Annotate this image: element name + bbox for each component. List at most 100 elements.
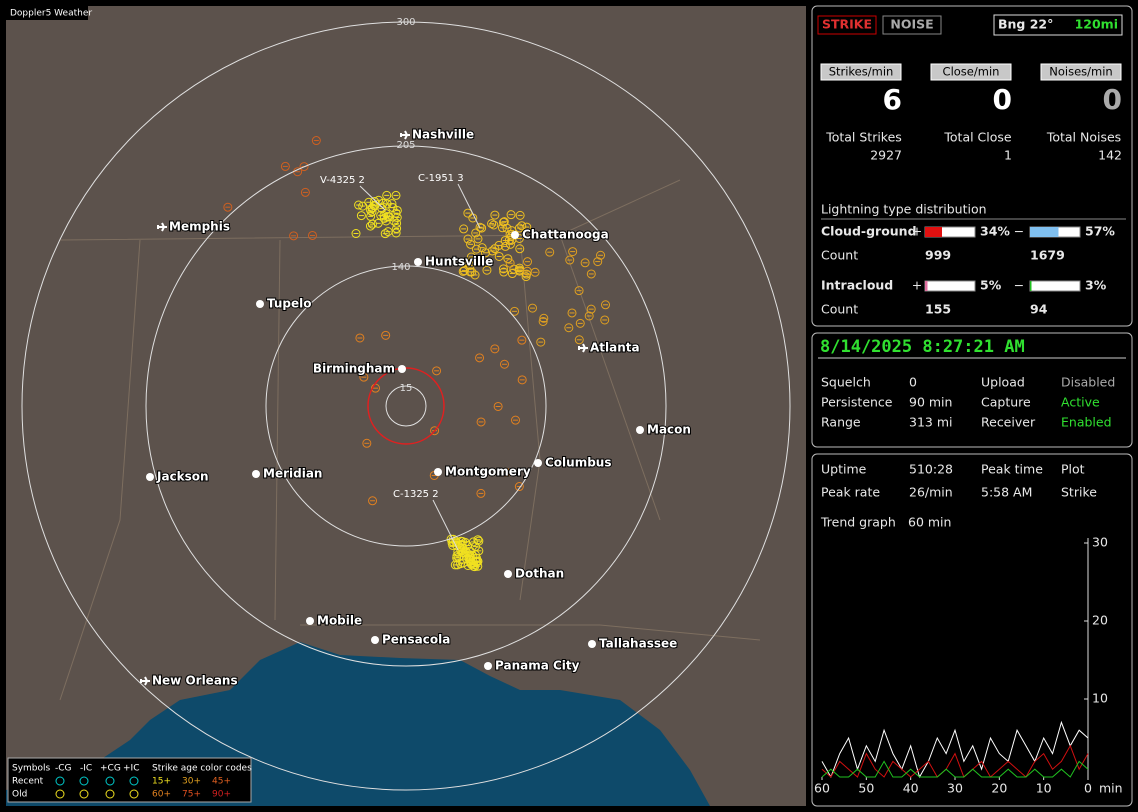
- legend-box: [7, 757, 252, 803]
- app-title: Doppler5 Weather: [10, 9, 92, 19]
- strike-button[interactable]: STRIKE: [822, 17, 872, 32]
- noise-button[interactable]: NOISE: [890, 17, 933, 32]
- city-dot: [504, 570, 512, 578]
- x-tick-label: 60: [814, 781, 830, 796]
- legend-age: 60+: [152, 790, 171, 800]
- legend-symbol: [129, 789, 139, 799]
- info-item: Peak rate: [821, 485, 880, 500]
- airport-icon: [400, 130, 410, 140]
- ring-label: 300: [396, 17, 415, 28]
- strike-symbol: [506, 210, 516, 220]
- airport-icon: [578, 343, 588, 353]
- status-item: 0: [909, 375, 917, 390]
- strike-annotation: C-1325 2: [393, 489, 439, 500]
- strike-symbol: [501, 467, 511, 477]
- count-value: 999: [925, 248, 951, 263]
- total-value: 142: [1098, 148, 1122, 163]
- strike-symbol: [580, 258, 590, 268]
- count-value: 1679: [1030, 248, 1065, 263]
- strike-symbol: [359, 372, 369, 382]
- strike-symbol: [373, 218, 383, 228]
- strike-symbol: [471, 254, 481, 264]
- strike-symbol: [362, 438, 372, 448]
- strike-symbol: [289, 231, 299, 241]
- percent-bar: [925, 281, 928, 291]
- strike-symbol: [477, 243, 487, 253]
- datetime: 8/14/2025 8:27:21 AM: [820, 337, 1025, 357]
- strike-symbol: [490, 210, 500, 220]
- strike-symbol: [536, 337, 546, 347]
- stat-value: 0: [1103, 83, 1122, 116]
- airport-icon: [157, 222, 167, 232]
- percent-label: 34%: [980, 224, 1010, 239]
- percent-label: 5%: [980, 278, 1002, 293]
- strike-symbol: [430, 426, 440, 436]
- ring-label: 205: [396, 140, 415, 151]
- city-label: Tupelo: [267, 297, 312, 311]
- city-dot: [534, 459, 542, 467]
- info-item: 26/min: [909, 485, 953, 500]
- city-label: Mobile: [317, 614, 362, 628]
- city-dot: [511, 231, 519, 239]
- city-label: Panama City: [495, 659, 580, 673]
- status-item: 313 mi: [909, 415, 952, 430]
- city-label: Birmingham: [313, 362, 395, 376]
- status-item: Active: [1061, 395, 1100, 410]
- trend-line: [821, 760, 1089, 778]
- legend-header: Symbols: [12, 764, 51, 774]
- strike-symbol: [459, 224, 469, 234]
- strike-symbol: [480, 248, 490, 258]
- strike-symbol: [456, 559, 466, 569]
- total-label: Total Close: [943, 130, 1012, 145]
- count-label: Count: [821, 248, 858, 263]
- strike-symbol: [457, 539, 467, 549]
- strike-symbol: [575, 318, 585, 328]
- city-label: Memphis: [169, 220, 230, 234]
- app-title-bg: [6, 6, 88, 20]
- strike-symbol: [465, 546, 475, 556]
- city-label: Macon: [647, 423, 691, 437]
- strike-symbol: [463, 208, 473, 218]
- city-label: Chattanooga: [522, 228, 609, 242]
- legend-header: -CG: [55, 764, 72, 774]
- percent-label: 3%: [1085, 278, 1107, 293]
- status-item: Disabled: [1061, 375, 1115, 390]
- x-tick-label: 20: [991, 781, 1007, 796]
- city-label: New Orleans: [152, 674, 238, 688]
- strike-symbol: [383, 227, 393, 237]
- strike-symbol: [366, 205, 376, 215]
- strike-symbol: [586, 269, 596, 279]
- strike-symbol: [356, 211, 366, 221]
- city-dot: [588, 640, 596, 648]
- strike-symbol: [354, 200, 364, 210]
- total-label: Total Noises: [1046, 130, 1121, 145]
- city-label: Columbus: [545, 456, 612, 470]
- strike-symbol: [471, 557, 481, 567]
- strike-symbol: [473, 234, 483, 244]
- sign: +: [912, 224, 922, 239]
- annotation-leader: [457, 183, 481, 229]
- status-item: Upload: [981, 375, 1025, 390]
- strike-symbol: [477, 223, 487, 233]
- city-label: Tallahassee: [599, 637, 677, 651]
- strike-symbol: [545, 247, 555, 257]
- strike-symbol: [487, 246, 497, 256]
- info-item: 510:28: [909, 462, 953, 477]
- strike-symbol: [494, 240, 504, 250]
- strike-symbol: [523, 257, 533, 267]
- strike-annotation: C-1951 3: [418, 173, 464, 184]
- strike-symbol: [498, 264, 508, 274]
- strike-symbol: [596, 250, 606, 260]
- stat-button: [1040, 63, 1122, 81]
- strike-symbol: [459, 266, 469, 276]
- strike-symbol: [511, 415, 521, 425]
- city-dot: [252, 470, 260, 478]
- strike-symbols: [223, 136, 611, 572]
- panels: [811, 5, 1133, 807]
- strike-symbol: [351, 229, 361, 239]
- strike-symbol: [380, 229, 390, 239]
- city-label: Atlanta: [590, 341, 640, 355]
- strike-symbol: [517, 221, 527, 231]
- x-tick-label: 0: [1084, 781, 1092, 796]
- strike-symbol: [458, 266, 468, 276]
